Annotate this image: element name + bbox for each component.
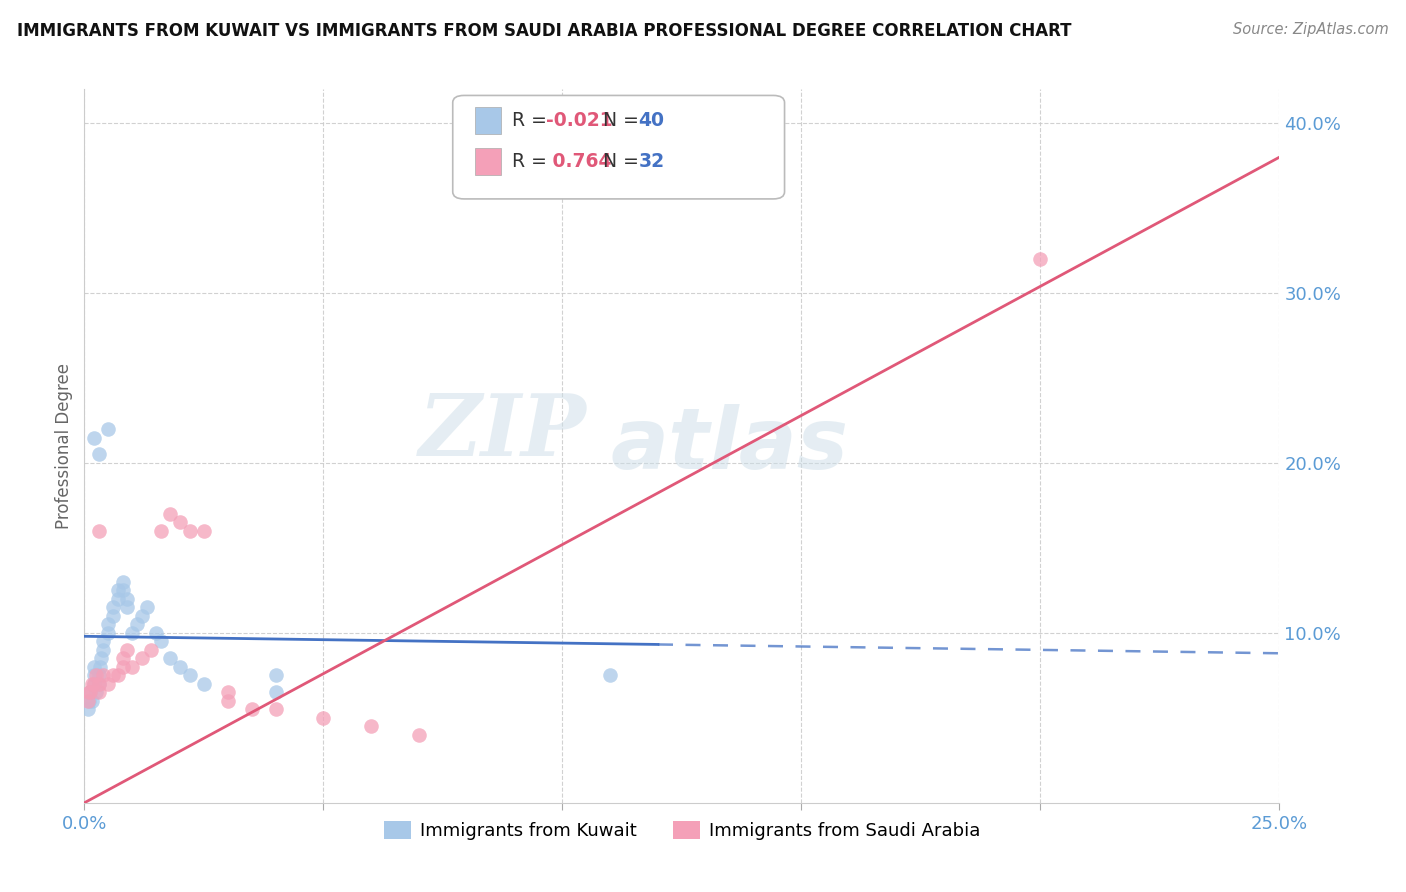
- Point: [312, 711, 335, 725]
- Point: [83, 430, 105, 444]
- Point: [97, 677, 120, 691]
- Point: [217, 694, 239, 708]
- Text: 0.764: 0.764: [546, 152, 612, 171]
- Point: [107, 668, 129, 682]
- Legend: Immigrants from Kuwait, Immigrants from Saudi Arabia: Immigrants from Kuwait, Immigrants from …: [377, 814, 987, 847]
- Point: [79, 685, 101, 699]
- Point: [77, 702, 100, 716]
- Point: [93, 668, 115, 682]
- Point: [77, 694, 100, 708]
- Point: [264, 702, 287, 716]
- Point: [97, 422, 120, 436]
- Point: [179, 524, 201, 538]
- Point: [117, 591, 139, 606]
- Point: [264, 685, 287, 699]
- Point: [79, 685, 101, 699]
- Point: [90, 651, 112, 665]
- Text: R =: R =: [512, 111, 553, 130]
- Point: [101, 668, 124, 682]
- Point: [149, 634, 172, 648]
- Point: [80, 694, 103, 708]
- Point: [77, 694, 100, 708]
- Point: [145, 626, 167, 640]
- Point: [111, 574, 134, 589]
- Point: [107, 583, 129, 598]
- Point: [87, 677, 110, 691]
- Point: [117, 643, 139, 657]
- Point: [121, 626, 143, 640]
- Point: [193, 524, 215, 538]
- Point: [193, 677, 215, 691]
- Point: [599, 668, 621, 682]
- Point: [179, 668, 201, 682]
- Point: [87, 448, 110, 462]
- Point: [141, 643, 163, 657]
- Point: [101, 608, 124, 623]
- Point: [121, 660, 143, 674]
- Point: [107, 591, 129, 606]
- Text: R =: R =: [512, 152, 553, 171]
- Point: [159, 507, 181, 521]
- Point: [111, 660, 134, 674]
- Point: [1029, 252, 1052, 266]
- Y-axis label: Professional Degree: Professional Degree: [55, 363, 73, 529]
- Text: N =: N =: [591, 111, 644, 130]
- Point: [83, 668, 105, 682]
- Point: [83, 677, 105, 691]
- Point: [135, 600, 157, 615]
- Text: 32: 32: [638, 152, 665, 171]
- Point: [240, 702, 263, 716]
- Point: [86, 685, 108, 699]
- Point: [87, 677, 110, 691]
- Text: N =: N =: [591, 152, 644, 171]
- Point: [360, 719, 382, 733]
- Point: [89, 660, 111, 674]
- Point: [264, 668, 287, 682]
- Point: [217, 685, 239, 699]
- Point: [131, 651, 153, 665]
- Point: [149, 524, 172, 538]
- Point: [87, 668, 110, 682]
- Text: 40: 40: [638, 111, 664, 130]
- Point: [87, 685, 110, 699]
- Point: [169, 516, 191, 530]
- Point: [83, 677, 105, 691]
- Point: [159, 651, 181, 665]
- Text: atlas: atlas: [610, 404, 848, 488]
- Point: [117, 600, 139, 615]
- Point: [97, 626, 120, 640]
- Point: [111, 651, 134, 665]
- Point: [93, 634, 115, 648]
- Point: [80, 677, 103, 691]
- Point: [86, 668, 108, 682]
- Point: [77, 685, 100, 699]
- Point: [87, 524, 110, 538]
- Point: [169, 660, 191, 674]
- Point: [131, 608, 153, 623]
- Point: [125, 617, 148, 632]
- Point: [408, 728, 430, 742]
- Point: [93, 643, 115, 657]
- Text: IMMIGRANTS FROM KUWAIT VS IMMIGRANTS FROM SAUDI ARABIA PROFESSIONAL DEGREE CORRE: IMMIGRANTS FROM KUWAIT VS IMMIGRANTS FRO…: [17, 22, 1071, 40]
- Text: Source: ZipAtlas.com: Source: ZipAtlas.com: [1233, 22, 1389, 37]
- Point: [83, 660, 105, 674]
- Point: [101, 600, 124, 615]
- Point: [111, 583, 134, 598]
- Text: -0.021: -0.021: [546, 111, 612, 130]
- Point: [97, 617, 120, 632]
- Text: ZIP: ZIP: [419, 390, 586, 474]
